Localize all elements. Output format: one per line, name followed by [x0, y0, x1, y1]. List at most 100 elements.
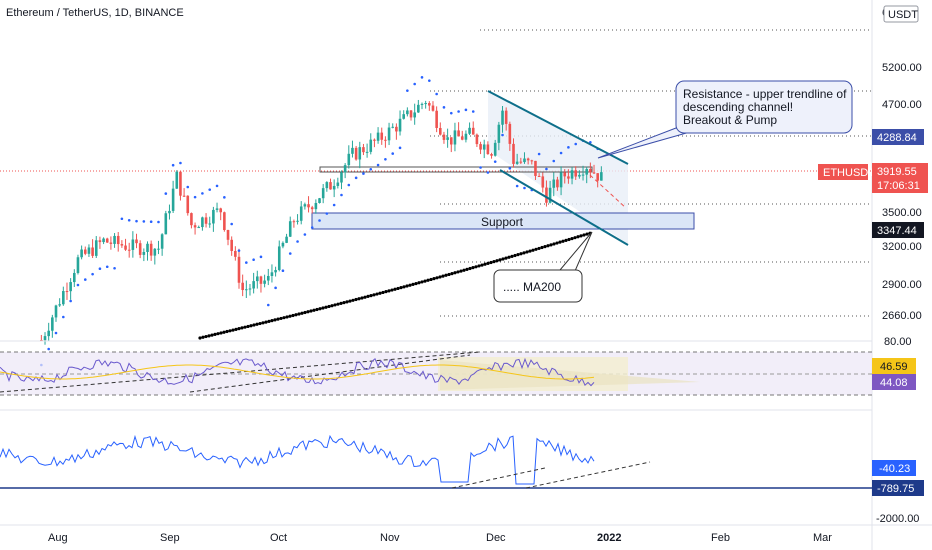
ma200-dot	[273, 318, 277, 322]
candle-body	[62, 291, 65, 305]
candle-body	[384, 139, 387, 141]
ma200-dot	[261, 321, 265, 325]
ma200-dot	[297, 312, 301, 316]
ma200-dot	[537, 246, 541, 251]
ma200-dot	[309, 309, 313, 313]
ma200-dot	[258, 321, 262, 326]
candle-body	[47, 330, 50, 337]
ma200-dot	[210, 333, 214, 337]
ma200-dot	[411, 282, 415, 286]
ma200-dot	[402, 285, 406, 289]
ma200-dot	[540, 245, 544, 250]
ma200-dot	[450, 272, 454, 276]
ma200-dot	[219, 331, 223, 335]
indicator2-trendline-2	[525, 461, 651, 489]
candle-body	[471, 127, 475, 135]
candle-body	[526, 158, 530, 161]
psar-dot	[91, 272, 94, 276]
ma200-dot	[213, 332, 217, 337]
candle-body	[54, 305, 58, 318]
rsi-trendline	[0, 351, 481, 393]
psar-dot	[120, 217, 124, 221]
psar-dot	[449, 111, 453, 115]
candle-body	[552, 179, 556, 188]
candle-body	[563, 172, 567, 177]
candle-body	[274, 270, 277, 273]
candle-body	[534, 160, 537, 176]
ma200-dot	[492, 260, 496, 264]
ma200-dot	[291, 313, 295, 318]
candle-body	[245, 289, 248, 291]
candle-body	[131, 239, 135, 250]
indicator2-line	[0, 434, 595, 485]
candle-body	[559, 172, 563, 188]
ma200-dot	[198, 336, 202, 340]
candle-body	[493, 142, 497, 156]
candle-body	[138, 243, 142, 255]
candle-body	[226, 230, 230, 240]
ma200-dot	[333, 303, 337, 307]
psar-dot	[83, 278, 87, 281]
psar-dot	[76, 283, 80, 287]
psar-dot	[208, 188, 212, 191]
candle-body	[541, 176, 545, 188]
x-tick: Oct	[270, 532, 287, 544]
candle-body	[215, 208, 219, 210]
candle-body	[578, 174, 581, 177]
psar-dot	[493, 160, 497, 163]
ma200-dot	[306, 310, 310, 314]
candle-body	[457, 130, 460, 137]
x-tick: 2022	[597, 532, 621, 544]
ma200-dot	[483, 262, 487, 266]
psar-dot	[508, 167, 512, 170]
currency-badge[interactable]	[883, 5, 919, 23]
candle-body	[299, 206, 303, 221]
ma200-dot	[303, 310, 307, 315]
ma200-dot	[420, 280, 424, 284]
candle-body	[160, 234, 164, 249]
psar-dot	[288, 252, 292, 255]
psar-dot	[149, 220, 153, 224]
candle-body	[296, 220, 299, 222]
candle-body	[424, 103, 427, 105]
candle-body	[288, 221, 292, 237]
psar-dot	[164, 192, 168, 195]
ma200-dot	[345, 300, 349, 304]
candle-body	[515, 161, 519, 164]
candle-body	[596, 173, 599, 181]
indicator2-trendline	[451, 467, 546, 489]
callout-line-1: Resistance - upper trendline of	[683, 87, 847, 101]
candle-body	[208, 223, 212, 225]
candle-body	[373, 139, 376, 141]
ma200-dot	[255, 322, 259, 326]
candle-body	[204, 217, 208, 224]
candle-body	[523, 158, 526, 163]
psar-dot	[47, 347, 50, 351]
y-tick: 4700.00	[882, 99, 922, 111]
ma200-dot	[294, 313, 298, 317]
psar-dot	[62, 315, 65, 319]
ma200-dot	[252, 323, 256, 327]
ma200-dot	[432, 277, 436, 281]
candle-body	[585, 169, 588, 175]
ma200-price-label: 3347.44	[877, 225, 917, 237]
ma200-dot	[222, 330, 226, 334]
candle-body	[87, 247, 91, 254]
ma200-dot	[207, 334, 211, 338]
candle-body	[420, 103, 424, 105]
candle-body	[102, 238, 105, 243]
channel-lower-trendline	[499, 169, 629, 246]
candle-body	[270, 272, 274, 276]
candle-body	[387, 127, 391, 141]
candle-body	[581, 174, 585, 176]
psar-dot	[420, 76, 424, 79]
candle-body	[417, 104, 420, 113]
ma200-dot	[471, 266, 475, 270]
candle-body	[109, 242, 113, 244]
rsi-ma-tag	[872, 358, 916, 374]
candle-body	[94, 240, 98, 256]
y-tick: 5200.00	[882, 62, 922, 74]
psar-dot	[223, 196, 226, 199]
candle-body	[237, 256, 241, 283]
candle-body	[51, 317, 54, 331]
